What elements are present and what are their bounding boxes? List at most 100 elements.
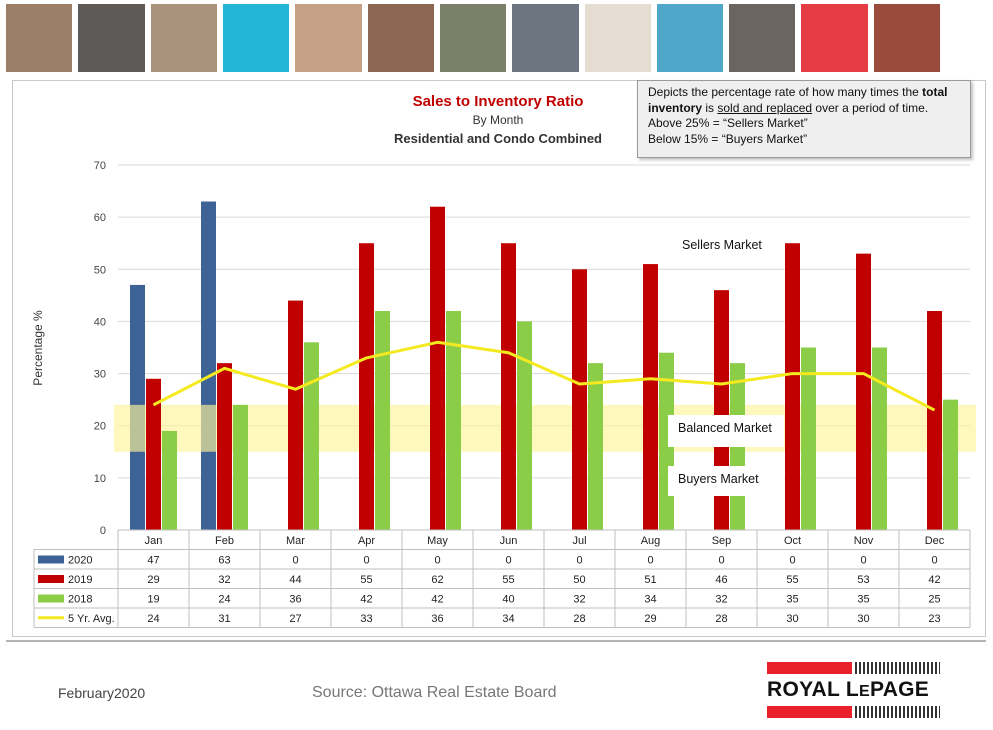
note-below: Below 15% = “Buyers Market” bbox=[648, 131, 808, 146]
data-label: 24 bbox=[218, 594, 230, 606]
data-label: 24 bbox=[147, 613, 159, 625]
balanced-market-label: Balanced Market bbox=[668, 415, 784, 447]
chart-subtitle-2: Residential and Condo Combined bbox=[394, 131, 602, 146]
x-tick-label: Oct bbox=[784, 535, 801, 547]
logo-red-bar-bottom bbox=[767, 706, 852, 718]
pen-signing-photo bbox=[512, 4, 579, 72]
woman-phone-photo bbox=[295, 4, 362, 72]
data-label: 0 bbox=[860, 555, 866, 567]
data-label: 32 bbox=[573, 594, 585, 606]
bar-2018-may bbox=[446, 311, 461, 530]
x-tick-label: Jun bbox=[500, 535, 518, 547]
data-label: 35 bbox=[786, 594, 798, 606]
data-label: 25 bbox=[928, 594, 940, 606]
data-label: 47 bbox=[147, 555, 159, 567]
data-label: 28 bbox=[573, 613, 585, 625]
y-tick-label: 20 bbox=[94, 421, 106, 433]
x-tick-label: Nov bbox=[854, 535, 874, 547]
x-tick-label: May bbox=[427, 535, 448, 547]
bar-2018-apr bbox=[375, 311, 390, 530]
data-label: 32 bbox=[218, 574, 230, 586]
smiling-couple-photo bbox=[367, 4, 434, 72]
data-label: 55 bbox=[502, 574, 514, 586]
data-label: 51 bbox=[644, 574, 656, 586]
logo-word-right: PAGE bbox=[869, 678, 930, 701]
bar-2019-nov bbox=[856, 253, 871, 530]
data-label: 0 bbox=[789, 555, 795, 567]
phone-hands-photo bbox=[78, 4, 145, 72]
data-label: 33 bbox=[360, 613, 372, 625]
data-label: 42 bbox=[928, 574, 940, 586]
data-label: 0 bbox=[434, 555, 440, 567]
legend-label: 2019 bbox=[68, 574, 92, 586]
data-label: 36 bbox=[289, 594, 301, 606]
data-label: 0 bbox=[647, 555, 653, 567]
y-tick-label: 40 bbox=[94, 316, 106, 328]
legend-label: 5 Yr. Avg. bbox=[68, 613, 115, 625]
bar-2018-feb bbox=[233, 404, 248, 530]
logo-word-left: ROYAL L bbox=[767, 678, 859, 701]
data-label: 29 bbox=[147, 574, 159, 586]
chart-frame bbox=[12, 80, 986, 637]
source-credit: Source: Ottawa Real Estate Board bbox=[312, 684, 557, 701]
note-total-inventory: total inventory bbox=[648, 85, 948, 115]
y-tick-label: 30 bbox=[94, 369, 106, 381]
data-label: 0 bbox=[718, 555, 724, 567]
x-tick-label: Jul bbox=[572, 535, 586, 547]
data-label: 36 bbox=[431, 613, 443, 625]
data-label: 35 bbox=[857, 594, 869, 606]
bar-2019-may bbox=[430, 206, 445, 530]
bar-2019-aug bbox=[643, 264, 658, 530]
teal-block bbox=[222, 4, 290, 72]
y-axis-label: Percentage % bbox=[31, 310, 45, 386]
bar-2018-mar bbox=[304, 342, 319, 530]
data-label: 44 bbox=[289, 574, 301, 586]
bar-2019-jul bbox=[572, 269, 587, 530]
data-label: 0 bbox=[505, 555, 511, 567]
bar-2018-nov bbox=[872, 347, 887, 530]
chart-subtitle: By Month bbox=[473, 113, 524, 127]
data-label: 19 bbox=[147, 594, 159, 606]
data-label: 50 bbox=[573, 574, 585, 586]
note-sold-replaced: sold and replaced bbox=[717, 100, 813, 115]
bar-2018-jan bbox=[162, 430, 177, 530]
logo-ticks-top bbox=[855, 662, 940, 674]
banner-photo-strip bbox=[6, 4, 941, 72]
data-label: 0 bbox=[931, 555, 937, 567]
legend-label: 2020 bbox=[68, 555, 92, 567]
pool-child-photo bbox=[656, 4, 724, 72]
couple-photo bbox=[150, 4, 217, 72]
data-label: 32 bbox=[715, 594, 727, 606]
note-text-2: is bbox=[702, 100, 718, 115]
x-tick-label: Feb bbox=[215, 535, 234, 547]
data-label: 46 bbox=[715, 574, 727, 586]
x-tick-label: Jan bbox=[145, 535, 163, 547]
house-photo bbox=[439, 4, 507, 72]
bar-2020-feb bbox=[201, 201, 216, 530]
five-year-average-line bbox=[152, 340, 936, 412]
royal-lepage-logo: ROYAL LEPAGE bbox=[767, 662, 940, 720]
logo-red-bar-top bbox=[767, 662, 852, 674]
data-label: 53 bbox=[857, 574, 869, 586]
bar-2019-feb bbox=[217, 363, 232, 530]
bar-2019-jun bbox=[501, 243, 516, 530]
data-label: 0 bbox=[576, 555, 582, 567]
data-label: 29 bbox=[644, 613, 656, 625]
logo-ticks-bottom bbox=[855, 706, 940, 718]
bar-2019-dec bbox=[927, 311, 942, 530]
bar-2019-apr bbox=[359, 243, 374, 530]
red-block bbox=[801, 4, 868, 72]
note-above: Above 25% = “Sellers Market” bbox=[648, 116, 808, 130]
data-label: 42 bbox=[431, 594, 443, 606]
bar-2019-oct bbox=[785, 243, 800, 530]
data-label: 34 bbox=[644, 594, 656, 606]
bar-2018-jun bbox=[517, 321, 532, 530]
data-label: 23 bbox=[928, 613, 940, 625]
x-tick-label: Dec bbox=[925, 535, 945, 547]
data-label: 42 bbox=[360, 594, 372, 606]
x-tick-label: Mar bbox=[286, 535, 305, 547]
logo-wordmark: ROYAL LEPAGE bbox=[767, 678, 929, 702]
data-label: 30 bbox=[786, 613, 798, 625]
data-label: 30 bbox=[857, 613, 869, 625]
data-label: 31 bbox=[218, 613, 230, 625]
